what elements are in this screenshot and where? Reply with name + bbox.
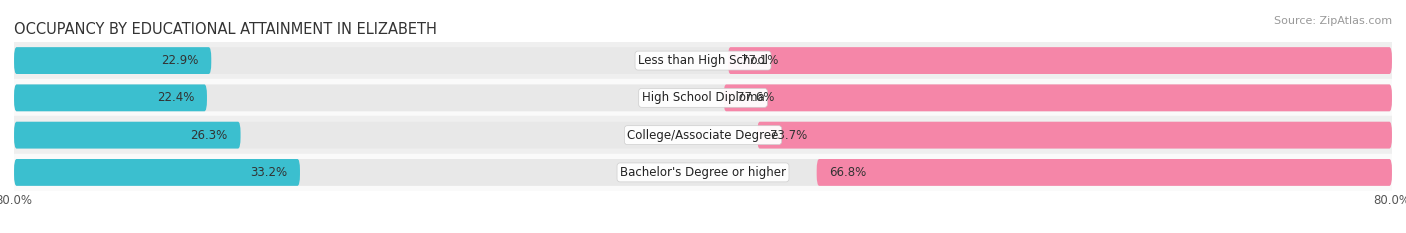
FancyBboxPatch shape <box>14 47 1392 74</box>
Bar <box>14 79 1392 116</box>
Bar <box>14 154 1392 191</box>
Text: Less than High School: Less than High School <box>638 54 768 67</box>
Text: Source: ZipAtlas.com: Source: ZipAtlas.com <box>1274 16 1392 26</box>
FancyBboxPatch shape <box>14 47 211 74</box>
Text: 26.3%: 26.3% <box>190 129 228 142</box>
Text: 73.7%: 73.7% <box>770 129 807 142</box>
FancyBboxPatch shape <box>724 84 1392 111</box>
FancyBboxPatch shape <box>728 47 1392 74</box>
Text: 77.1%: 77.1% <box>741 54 779 67</box>
FancyBboxPatch shape <box>14 159 1392 186</box>
Bar <box>14 116 1392 154</box>
Text: OCCUPANCY BY EDUCATIONAL ATTAINMENT IN ELIZABETH: OCCUPANCY BY EDUCATIONAL ATTAINMENT IN E… <box>14 22 437 37</box>
Text: High School Diploma: High School Diploma <box>641 91 765 104</box>
Text: 22.9%: 22.9% <box>160 54 198 67</box>
FancyBboxPatch shape <box>758 122 1392 149</box>
FancyBboxPatch shape <box>14 84 207 111</box>
FancyBboxPatch shape <box>14 122 1392 149</box>
Text: College/Associate Degree: College/Associate Degree <box>627 129 779 142</box>
FancyBboxPatch shape <box>14 159 299 186</box>
Text: 22.4%: 22.4% <box>156 91 194 104</box>
FancyBboxPatch shape <box>817 159 1392 186</box>
Text: 33.2%: 33.2% <box>250 166 287 179</box>
Text: 77.6%: 77.6% <box>737 91 773 104</box>
FancyBboxPatch shape <box>14 122 240 149</box>
Bar <box>14 42 1392 79</box>
Text: Bachelor's Degree or higher: Bachelor's Degree or higher <box>620 166 786 179</box>
FancyBboxPatch shape <box>14 84 1392 111</box>
Text: 66.8%: 66.8% <box>830 166 868 179</box>
